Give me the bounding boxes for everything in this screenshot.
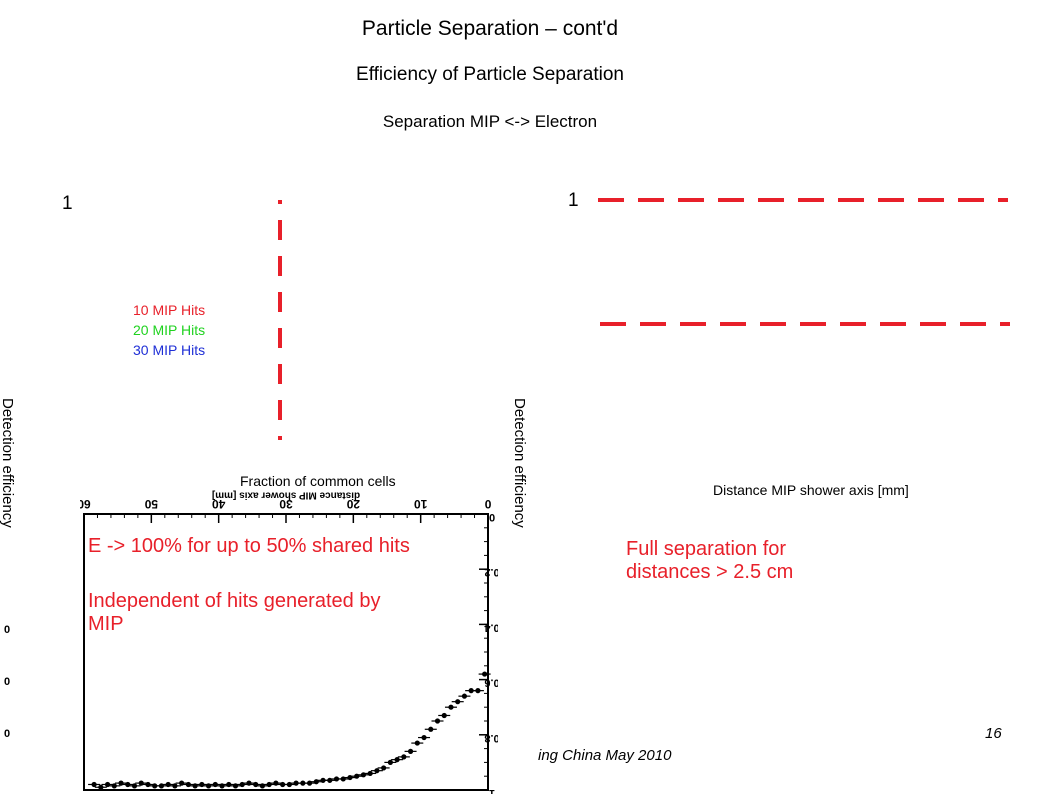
data-point bbox=[158, 783, 165, 789]
data-point bbox=[482, 671, 488, 677]
data-point bbox=[394, 757, 400, 763]
left-y-top-label: 1 bbox=[62, 193, 73, 214]
y-tick-label: 0.6 bbox=[484, 677, 498, 689]
x-tick-label: 60 bbox=[80, 497, 91, 511]
data-point bbox=[286, 781, 292, 788]
data-point bbox=[414, 740, 420, 746]
y-tick-label: 1 bbox=[489, 787, 495, 794]
legend: 10 MIP Hits 20 MIP Hits 30 MIP Hits bbox=[133, 300, 205, 360]
left-x-axis-label: Fraction of common cells bbox=[240, 473, 396, 489]
right-x-axis-label: Distance MIP shower axis [mm] bbox=[713, 482, 909, 498]
left-y-axis-label: Detection efficiency bbox=[0, 398, 16, 528]
data-point bbox=[475, 688, 481, 694]
left-side-ticks: 0 0 0 bbox=[4, 604, 10, 760]
data-point bbox=[381, 765, 387, 771]
x-tick-label: 30 bbox=[279, 497, 293, 511]
left-note-1: E -> 100% for up to 50% shared hits bbox=[88, 535, 410, 557]
data-point bbox=[98, 784, 104, 790]
slide-title: Particle Separation – cont'd bbox=[361, 17, 619, 40]
left-dashed-line bbox=[278, 200, 282, 440]
x-tick-label: 10 bbox=[414, 497, 428, 511]
legend-item-20: 20 MIP Hits bbox=[133, 322, 206, 338]
data-point bbox=[306, 780, 313, 786]
data-point bbox=[461, 693, 468, 699]
data-point bbox=[421, 734, 427, 741]
y-tick-label: 0.4 bbox=[483, 621, 498, 633]
data-point bbox=[455, 699, 461, 705]
x-tick-label: 40 bbox=[212, 497, 226, 511]
data-point bbox=[441, 712, 447, 719]
data-point bbox=[118, 780, 124, 786]
side-tick: 0 bbox=[4, 676, 11, 688]
right-note: Full separation for distances > 2.5 cm bbox=[626, 538, 794, 583]
side-tick: 0 bbox=[4, 728, 11, 740]
slide-footer: ing China May 2010 bbox=[538, 747, 672, 764]
x-tick-label: 0 bbox=[484, 497, 491, 511]
left-note-2: Independent of hits generated by MIP bbox=[88, 590, 381, 635]
slide-subtitle: Efficiency of Particle Separation bbox=[356, 64, 624, 85]
right-dashed-lines bbox=[598, 198, 1010, 326]
data-point bbox=[434, 718, 441, 724]
data-point bbox=[401, 754, 407, 760]
y-tick-label: 0.8 bbox=[484, 732, 498, 744]
data-point bbox=[179, 780, 185, 786]
y-tick-label: 0 bbox=[489, 511, 495, 523]
data-point bbox=[468, 688, 474, 694]
side-tick: 0 bbox=[4, 624, 11, 636]
data-point bbox=[138, 780, 144, 786]
efficiency-plot: 0102030405060distance MIP shower axis [m… bbox=[77, 490, 510, 799]
data-point bbox=[104, 781, 111, 788]
right-y-top-label: 1 bbox=[568, 190, 579, 211]
x-tick-label: 50 bbox=[144, 497, 158, 511]
x-axis-title: distance MIP shower axis [mm] bbox=[212, 490, 360, 501]
legend-item-10: 10 MIP Hits bbox=[133, 302, 206, 318]
data-point bbox=[327, 777, 333, 783]
efficiency-plot-svg: 0102030405060distance MIP shower axis [m… bbox=[77, 490, 510, 799]
data-point bbox=[374, 768, 380, 774]
data-point bbox=[428, 726, 434, 732]
data-point bbox=[407, 748, 414, 754]
data-point bbox=[340, 776, 346, 782]
y-tick-label: 0.2 bbox=[484, 566, 498, 578]
data-point bbox=[448, 704, 454, 710]
x-tick-label: 20 bbox=[346, 497, 360, 511]
page-number: 16 bbox=[985, 725, 1002, 742]
data-point bbox=[387, 759, 393, 765]
data-point bbox=[300, 780, 306, 786]
slide-subtitle-2: Separation MIP <-> Electron bbox=[382, 112, 598, 131]
legend-item-30: 30 MIP Hits bbox=[133, 342, 206, 358]
data-point bbox=[91, 781, 97, 788]
right-y-axis-label: Detection efficiency bbox=[511, 398, 528, 528]
